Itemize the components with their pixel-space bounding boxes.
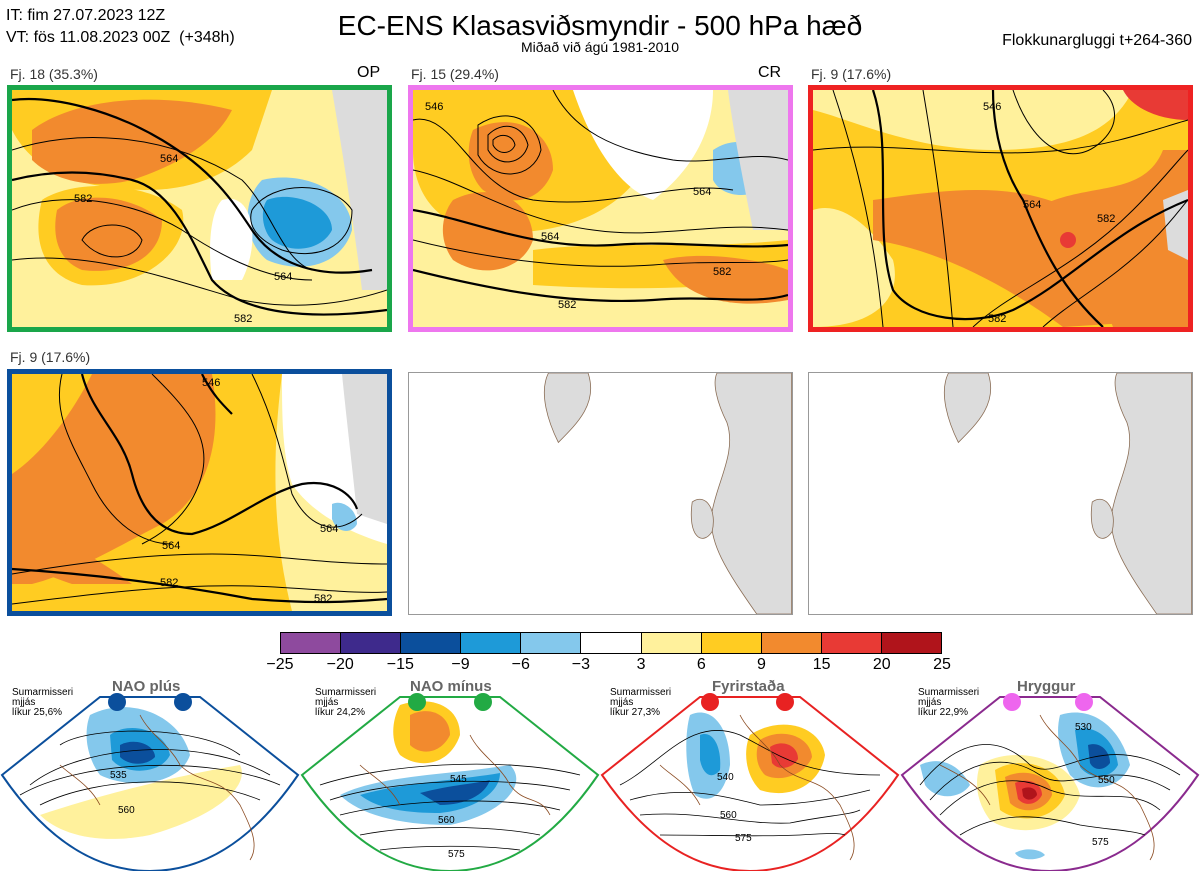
regime-nao-plus[interactable]: Sumarmisseri mjjás líkur 25,6% NAO plús … <box>0 675 300 871</box>
colorbar-swatch <box>760 633 821 653</box>
contour-label: 582 <box>314 593 332 605</box>
contour-label: 530 <box>1075 722 1092 733</box>
cluster-map-2[interactable]: 546 564 564 582 582 <box>408 85 793 332</box>
contour-label: 560 <box>720 810 737 821</box>
contour-label: 582 <box>713 266 731 278</box>
contour-label: 546 <box>983 101 1001 113</box>
colorbar-swatch <box>281 633 341 653</box>
colorbar-swatch <box>700 633 761 653</box>
contour-label: 564 <box>160 153 178 165</box>
contour-label: 560 <box>118 805 135 816</box>
colorbar-swatch <box>460 633 521 653</box>
valid-time-text: VT: fös 11.08.2023 00Z (+348h) <box>6 29 235 46</box>
contour-label: 550 <box>1098 775 1115 786</box>
colorbar-swatch <box>880 633 942 653</box>
contour-label: 564 <box>541 231 559 243</box>
panel-2-code: CR <box>758 64 782 81</box>
contour-label: 575 <box>735 833 752 844</box>
colorbar-swatch <box>820 633 881 653</box>
contour-label: 535 <box>110 770 127 781</box>
contour-label: 582 <box>160 577 178 589</box>
panel-4-label: Fj. 9 (17.6%) <box>10 349 91 365</box>
regime-ridge[interactable]: Sumarmisseri mjjás líkur 22,9% Hryggur 5… <box>900 675 1200 871</box>
contour-label: 545 <box>450 774 467 785</box>
colorbar-tick-label: 6 <box>696 656 706 673</box>
contour-label: 564 <box>162 540 180 552</box>
cluster-map-3[interactable]: 546 564 582 582 <box>808 85 1193 332</box>
init-time-text: IT: fim 27.07.2023 12Z <box>6 7 166 24</box>
colorbar-tick-label: 3 <box>636 656 646 673</box>
contour-label: 582 <box>74 193 92 205</box>
colorbar-tick-label: −3 <box>571 656 591 673</box>
colorbar-tick-label: 25 <box>933 656 951 673</box>
cluster-map-4[interactable]: 546 564 564 582 582 <box>7 369 392 616</box>
contour-label: 546 <box>425 101 443 113</box>
panel-3-label: Fj. 9 (17.6%) <box>811 66 892 82</box>
colorbar-swatch <box>640 633 701 653</box>
cluster-map-1[interactable]: 564 582 564 582 <box>7 85 392 332</box>
colorbar-tick-label: 9 <box>757 656 766 673</box>
contour-label: 564 <box>693 186 711 198</box>
colorbar-ticks: −25 −20 −15 −9 −6 −3 3 6 9 15 20 25 <box>266 656 950 676</box>
colorbar-swatch <box>340 633 401 653</box>
colorbar-swatch <box>400 633 461 653</box>
regime-3-note: Sumarmisseri mjjás líkur 27,3% <box>610 687 672 718</box>
contour-label: 582 <box>558 299 576 311</box>
contour-label: 546 <box>202 377 220 389</box>
colorbar-tick-label: −6 <box>511 656 530 673</box>
contour-label: 582 <box>234 313 252 325</box>
empty-map-5 <box>408 372 793 615</box>
regime-1-title: NAO plús <box>112 678 181 695</box>
colorbar-tick-label: −25 <box>266 656 294 673</box>
contour-label: 575 <box>448 849 465 860</box>
colorbar-swatch <box>520 633 581 653</box>
colorbar <box>280 632 942 654</box>
colorbar-swatch <box>580 633 641 653</box>
contour-label: 560 <box>438 815 455 826</box>
colorbar-tick-label: −15 <box>386 656 414 673</box>
colorbar-tick-label: 15 <box>812 656 831 673</box>
contour-label: 540 <box>717 772 734 783</box>
panel-1-code: OP <box>357 64 381 81</box>
classification-window-text: Flokkunargluggi t+264-360 <box>1002 32 1192 49</box>
regime-nao-minus[interactable]: Sumarmisseri mjjás líkur 24,2% NAO mínus… <box>300 675 600 871</box>
contour-label: 582 <box>988 313 1006 325</box>
panel-2-label: Fj. 15 (29.4%) <box>411 66 499 82</box>
regime-2-note: Sumarmisseri mjjás líkur 24,2% <box>315 687 377 718</box>
regime-1-note: Sumarmisseri mjjás líkur 25,6% <box>12 687 74 718</box>
empty-map-6 <box>808 372 1193 615</box>
contour-label: 564 <box>274 271 292 283</box>
page-subtitle: Miðað við ágú 1981-2010 <box>520 39 679 55</box>
page-title: EC-ENS Klasasviðsmyndir - 500 hPa hæð <box>337 10 863 41</box>
regime-4-note: Sumarmisseri mjjás líkur 22,9% <box>918 687 980 718</box>
colorbar-tick-label: −9 <box>451 656 470 673</box>
regime-blocking[interactable]: Sumarmisseri mjjás líkur 27,3% Fyrirstað… <box>600 675 900 871</box>
contour-label: 564 <box>320 523 338 535</box>
regime-4-title: Hryggur <box>1017 678 1076 695</box>
colorbar-tick-label: 20 <box>872 656 891 673</box>
regime-3-title: Fyrirstaða <box>712 678 785 695</box>
colorbar-tick-label: −20 <box>326 656 354 673</box>
contour-label: 575 <box>1092 837 1109 848</box>
contour-label: 564 <box>1023 199 1041 211</box>
panel-1-label: Fj. 18 (35.3%) <box>10 66 98 82</box>
contour-label: 582 <box>1097 213 1115 225</box>
regime-2-title: NAO mínus <box>410 678 492 695</box>
